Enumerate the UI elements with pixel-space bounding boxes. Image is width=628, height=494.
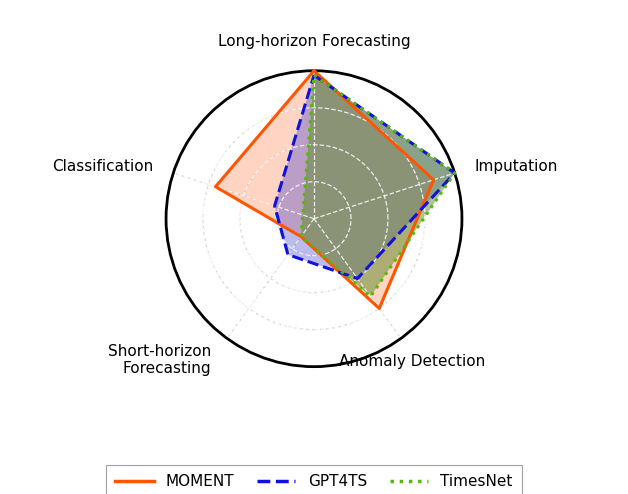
- Legend: MOMENT, GPT4TS, TimesNet: MOMENT, GPT4TS, TimesNet: [106, 465, 522, 494]
- Text: Imputation: Imputation: [474, 159, 558, 174]
- Text: Short-horizon
Forecasting: Short-horizon Forecasting: [108, 344, 212, 376]
- Polygon shape: [215, 71, 433, 308]
- Text: Anomaly Detection: Anomaly Detection: [339, 354, 485, 369]
- Polygon shape: [301, 75, 455, 296]
- Text: Long-horizon Forecasting: Long-horizon Forecasting: [218, 34, 410, 48]
- Text: Classification: Classification: [52, 159, 154, 174]
- Polygon shape: [274, 75, 455, 279]
